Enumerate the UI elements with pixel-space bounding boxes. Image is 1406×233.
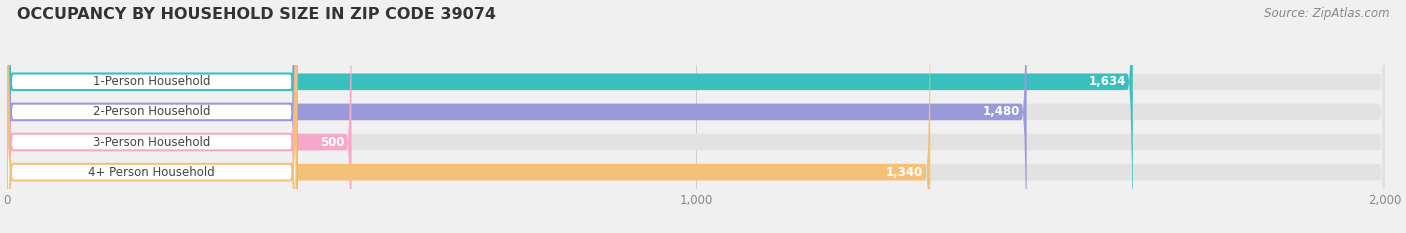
FancyBboxPatch shape: [7, 0, 1385, 233]
Text: 3-Person Household: 3-Person Household: [93, 136, 211, 149]
Text: OCCUPANCY BY HOUSEHOLD SIZE IN ZIP CODE 39074: OCCUPANCY BY HOUSEHOLD SIZE IN ZIP CODE …: [17, 7, 496, 22]
Text: 500: 500: [321, 136, 344, 149]
FancyBboxPatch shape: [7, 0, 297, 233]
FancyBboxPatch shape: [7, 0, 1385, 233]
FancyBboxPatch shape: [7, 0, 351, 233]
FancyBboxPatch shape: [7, 0, 1385, 233]
Text: 2-Person Household: 2-Person Household: [93, 105, 211, 118]
FancyBboxPatch shape: [7, 0, 297, 233]
FancyBboxPatch shape: [7, 0, 1133, 233]
FancyBboxPatch shape: [7, 0, 297, 233]
Text: 1-Person Household: 1-Person Household: [93, 75, 211, 88]
FancyBboxPatch shape: [7, 0, 931, 233]
Text: 1,340: 1,340: [886, 166, 924, 179]
Text: 1,634: 1,634: [1088, 75, 1126, 88]
Text: 4+ Person Household: 4+ Person Household: [89, 166, 215, 179]
Text: 1,480: 1,480: [983, 105, 1019, 118]
FancyBboxPatch shape: [7, 0, 1026, 233]
Text: Source: ZipAtlas.com: Source: ZipAtlas.com: [1264, 7, 1389, 20]
FancyBboxPatch shape: [7, 0, 1385, 233]
FancyBboxPatch shape: [7, 0, 297, 233]
